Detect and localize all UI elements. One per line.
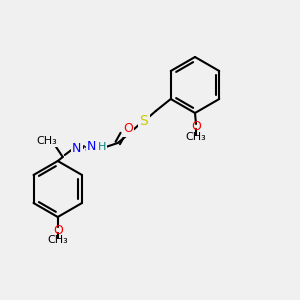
Text: N: N <box>87 140 96 154</box>
Text: O: O <box>191 121 201 134</box>
Text: CH₃: CH₃ <box>36 136 57 146</box>
Text: N: N <box>72 142 81 155</box>
Text: S: S <box>140 114 148 128</box>
Text: O: O <box>123 122 133 136</box>
Text: CH₃: CH₃ <box>47 235 68 245</box>
Text: O: O <box>53 224 63 236</box>
Text: CH₃: CH₃ <box>186 132 206 142</box>
Text: H: H <box>98 142 106 152</box>
